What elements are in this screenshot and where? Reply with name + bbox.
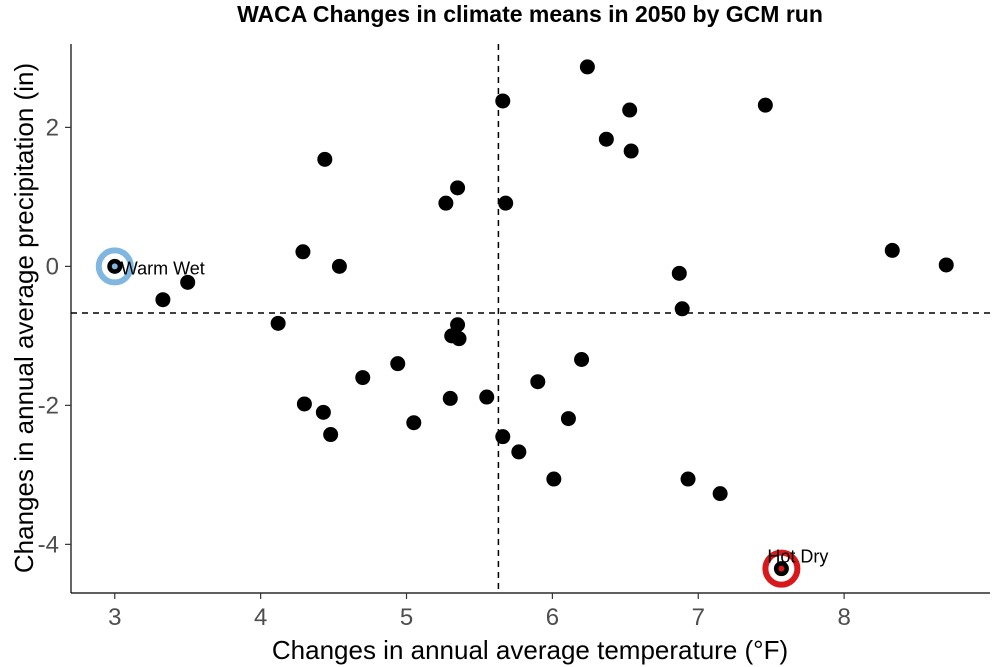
x-tick-label: 3 <box>108 604 121 631</box>
data-point <box>498 195 514 211</box>
data-point <box>355 370 371 386</box>
data-point <box>511 444 527 460</box>
data-point <box>479 389 495 405</box>
data-point <box>155 292 171 308</box>
highlight-center <box>778 565 785 572</box>
data-point <box>406 415 422 431</box>
data-point <box>270 315 286 331</box>
data-point <box>450 180 466 196</box>
y-axis-title: Changes in annual average precipitation … <box>9 63 39 573</box>
x-tick-label: 5 <box>400 604 413 631</box>
x-tick-label: 8 <box>837 604 850 631</box>
data-point <box>884 242 900 258</box>
y-ticks: -4 -2 0 2 <box>38 114 71 558</box>
y-tick-label: 2 <box>46 114 59 141</box>
highlight-center <box>111 263 118 270</box>
data-points <box>107 59 954 577</box>
x-ticks: 3 4 5 6 7 8 <box>108 593 851 631</box>
data-point <box>495 429 511 445</box>
data-point <box>712 486 728 502</box>
data-point <box>390 356 406 372</box>
highlight-ring <box>762 549 801 588</box>
data-point <box>598 131 614 147</box>
reference-lines <box>71 44 990 593</box>
highlight-centers <box>111 263 785 572</box>
data-point <box>622 102 638 118</box>
chart-title: WACA Changes in climate means in 2050 by… <box>237 1 823 27</box>
y-tick-label: -4 <box>38 531 59 558</box>
highlight-ring <box>95 247 134 286</box>
data-point <box>295 244 311 260</box>
data-point <box>495 93 511 109</box>
data-point <box>331 258 347 274</box>
x-axis-title: Changes in annual average temperature (°… <box>272 635 788 665</box>
data-point <box>938 257 954 273</box>
data-point <box>323 427 339 443</box>
data-point <box>546 471 562 487</box>
data-point <box>442 390 458 406</box>
data-point <box>317 151 333 167</box>
axes <box>70 44 990 594</box>
highlight-rings <box>95 247 801 588</box>
annotations: Warm Wet Hot Dry <box>121 258 829 566</box>
data-point <box>530 374 546 390</box>
annotation-label: Warm Wet <box>121 258 205 278</box>
y-tick-label: 0 <box>46 253 59 280</box>
data-point <box>623 143 639 159</box>
data-point <box>438 195 454 211</box>
x-tick-label: 7 <box>692 604 705 631</box>
x-tick-label: 6 <box>546 604 559 631</box>
data-point <box>671 265 687 281</box>
data-point <box>296 396 312 412</box>
data-point <box>574 352 590 368</box>
data-point <box>180 274 196 290</box>
data-point <box>315 404 331 420</box>
x-tick-label: 4 <box>254 604 267 631</box>
annotation-label: Hot Dry <box>767 547 828 567</box>
data-point <box>579 59 595 75</box>
data-point <box>451 331 467 347</box>
data-point <box>450 317 466 333</box>
data-point <box>674 301 690 317</box>
data-point <box>560 411 576 427</box>
data-point <box>680 471 696 487</box>
y-tick-label: -2 <box>38 392 59 419</box>
data-point <box>757 97 773 113</box>
